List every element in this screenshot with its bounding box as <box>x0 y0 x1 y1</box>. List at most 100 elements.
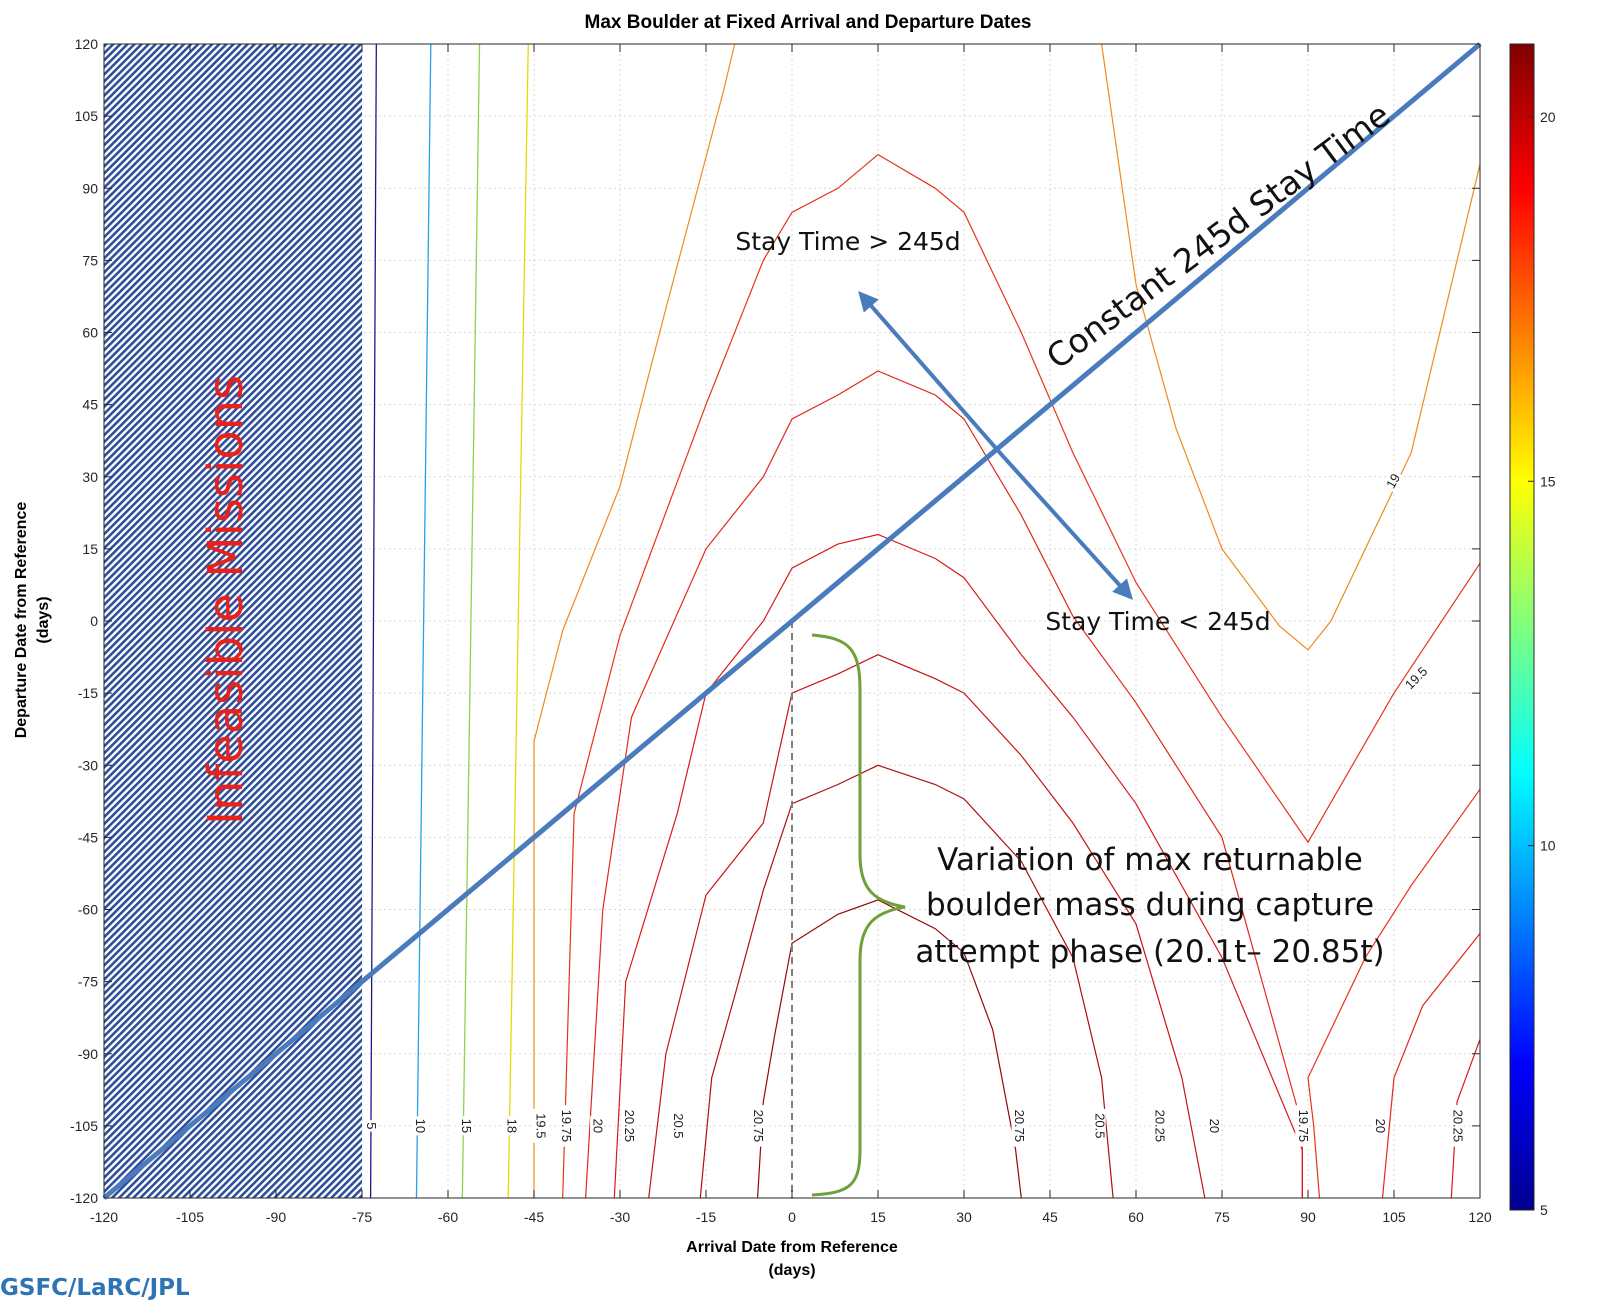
contour-line-18 <box>507 43 529 1199</box>
footer-credit: GSFC/LaRC/JPL <box>0 1275 190 1301</box>
infeasible-label: Infeasible Missions <box>198 375 254 825</box>
contour-label: 20 <box>591 1119 606 1133</box>
contour-label-bg <box>363 1120 378 1132</box>
contour-label: 20 <box>1373 1119 1388 1133</box>
x-tick-label: -15 <box>696 1209 716 1225</box>
contour-label: 18 <box>505 1119 520 1133</box>
contour-label-bg <box>1450 1105 1465 1147</box>
x-tick-label: 75 <box>1214 1209 1230 1225</box>
contour-label: 5 <box>364 1122 379 1129</box>
contour-line <box>757 899 1022 1199</box>
stay-time-arrow-down <box>1002 456 1133 600</box>
colorbar-tick-label: 5 <box>1540 1202 1548 1218</box>
x-axis-ticks: -120 -105 -90 -75 -60 -45 -30 -15 0 15 30 45 60 75 90 1… <box>90 44 1492 1225</box>
x-tick-label: -45 <box>524 1209 544 1225</box>
contour-label-bg <box>1372 1116 1387 1136</box>
contour-label-bg <box>1295 1105 1310 1147</box>
contour-line-15 <box>461 43 481 1199</box>
contour-label-bg <box>532 1108 547 1143</box>
contour-lines <box>369 43 1481 1199</box>
x-tick-label: 105 <box>1382 1209 1406 1225</box>
y-tick-label: 60 <box>82 325 98 341</box>
contour-line <box>585 370 1303 1199</box>
x-tick-label: -120 <box>90 1209 118 1225</box>
contour-line-5 <box>369 43 377 1199</box>
contour-label-bg <box>1011 1105 1026 1147</box>
y-tick-label: 90 <box>82 180 98 196</box>
bracket-note-line-3: attempt phase (20.1t– 20.85t) <box>915 934 1384 970</box>
contour-label: 10 <box>413 1119 428 1133</box>
contour-label-bg <box>558 1105 573 1147</box>
chart-title: Max Boulder at Fixed Arrival and Departu… <box>585 12 1032 33</box>
stay-time-line <box>102 42 1482 1200</box>
x-tick-label: -30 <box>610 1209 630 1225</box>
contour-line <box>1450 1039 1481 1199</box>
contour-label-bg <box>750 1105 765 1147</box>
contour-line <box>533 43 736 1198</box>
y-tick-label: 75 <box>82 252 98 268</box>
contour-line <box>1381 933 1481 1199</box>
y-tick-label: 120 <box>75 36 99 52</box>
contour-label: 20.5 <box>1092 1113 1107 1138</box>
colorbar <box>1509 43 1535 1211</box>
y-tick-label: 0 <box>90 613 98 629</box>
y-tick-label: -15 <box>78 685 98 701</box>
y-axis-label-units: (days) <box>35 596 52 643</box>
x-tick-label: -60 <box>438 1209 458 1225</box>
y-tick-label: -120 <box>70 1190 98 1206</box>
x-tick-label: 120 <box>1468 1209 1492 1225</box>
y-tick-label: -45 <box>78 829 98 845</box>
contour-line <box>648 654 1206 1199</box>
y-tick-label: 45 <box>82 397 98 413</box>
contour-label: 20.25 <box>1451 1110 1466 1143</box>
x-tick-label: 60 <box>1128 1209 1144 1225</box>
y-tick-label: -60 <box>78 902 98 918</box>
stay-time-below-label: Stay Time < 245d <box>1045 607 1270 636</box>
y-tick-label: 30 <box>82 469 98 485</box>
colorbar-ticks: 20 15 10 5 <box>1528 109 1556 1218</box>
contour-line <box>1101 43 1481 651</box>
colorbar-tick-label: 20 <box>1540 109 1556 125</box>
contour-label-bg <box>504 1116 519 1136</box>
contour-label-bg <box>621 1105 636 1147</box>
contour-label: 19.5 <box>533 1113 548 1138</box>
x-axis-label-units: (days) <box>768 1262 815 1279</box>
infeasible-region <box>104 44 362 1198</box>
y-axis-label: Departure Date from Reference <box>13 502 30 739</box>
x-tick-label: -75 <box>352 1209 372 1225</box>
contour-line <box>562 153 1481 1199</box>
y-tick-label: -90 <box>78 1046 98 1062</box>
bracket-note-line-1: Variation of max returnable <box>937 842 1363 878</box>
contour-label: 20 <box>1207 1119 1222 1133</box>
colorbar-tick-label: 10 <box>1540 838 1556 854</box>
x-tick-label: 45 <box>1042 1209 1058 1225</box>
contour-line <box>613 533 1303 1199</box>
contour-label-bg <box>670 1108 685 1143</box>
x-tick-label: 0 <box>788 1209 796 1225</box>
colorbar-tick-label: 15 <box>1540 473 1556 489</box>
contour-label: 20.75 <box>1012 1110 1027 1143</box>
contour-label-bg <box>1399 661 1434 696</box>
x-tick-label: 90 <box>1300 1209 1316 1225</box>
y-tick-label: -30 <box>78 757 98 773</box>
y-tick-label: 15 <box>82 541 98 557</box>
contour-labels: 5 10 15 18 19.5 19.75 20 20.25 20.5 20.75 20.75 20.… <box>363 469 1466 1147</box>
contour-label: 19.75 <box>559 1110 574 1143</box>
y-tick-label: -105 <box>70 1118 98 1134</box>
contour-label: 15 <box>459 1119 474 1133</box>
x-tick-label: 30 <box>956 1209 972 1225</box>
contour-label: 19 <box>1383 471 1403 491</box>
contour-label: 20.5 <box>671 1113 686 1138</box>
x-tick-label: -105 <box>176 1209 204 1225</box>
contour-label-bg <box>458 1116 473 1136</box>
contour-label-bg <box>1091 1108 1106 1143</box>
contour-label-bg <box>412 1116 427 1136</box>
x-tick-label: 15 <box>870 1209 886 1225</box>
bracket-note-line-2: boulder mass during capture <box>926 887 1374 923</box>
x-tick-label: -90 <box>266 1209 286 1225</box>
y-tick-label: -75 <box>78 974 98 990</box>
x-axis-label: Arrival Date from Reference <box>686 1239 898 1256</box>
y-tick-label: 105 <box>75 108 99 124</box>
contour-label: 20.25 <box>1152 1110 1167 1143</box>
